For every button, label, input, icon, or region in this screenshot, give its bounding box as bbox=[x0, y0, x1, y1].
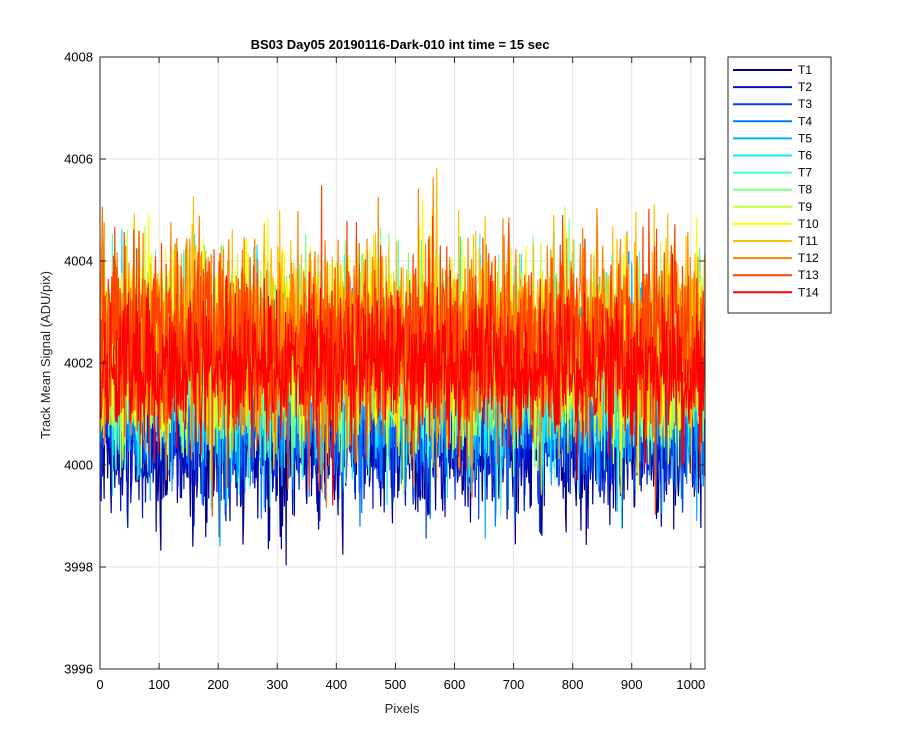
y-tick-label: 3996 bbox=[64, 662, 93, 677]
x-tick-label: 700 bbox=[503, 677, 525, 692]
x-tick-label: 800 bbox=[562, 677, 584, 692]
x-tick-label: 1000 bbox=[676, 677, 705, 692]
legend-label-t14: T14 bbox=[798, 285, 819, 299]
x-tick-label: 900 bbox=[621, 677, 643, 692]
legend-label-t2: T2 bbox=[798, 80, 812, 94]
x-tick-label: 100 bbox=[148, 677, 170, 692]
series-layer bbox=[100, 168, 705, 566]
y-tick-label: 4004 bbox=[64, 254, 93, 269]
legend: T1 T2 T3 T4 T5 T6 T7 T8 T9 T10 T11 T12 T13 T14 bbox=[727, 56, 832, 314]
x-tick-label: 500 bbox=[385, 677, 407, 692]
legend-label-t9: T9 bbox=[798, 200, 812, 214]
x-tick-label: 600 bbox=[444, 677, 466, 692]
axis-ticks: 0 100 200 300 400 500 600 700 800 900 1000 3996 3998… bbox=[64, 50, 705, 693]
y-tick-label: 3998 bbox=[64, 560, 93, 575]
legend-label-t7: T7 bbox=[798, 166, 812, 180]
legend-label-t11: T11 bbox=[798, 234, 818, 248]
x-tick-label: 300 bbox=[266, 677, 288, 692]
legend-label-t6: T6 bbox=[798, 149, 812, 163]
series-line-t14 bbox=[100, 253, 705, 506]
legend-label-t10: T10 bbox=[798, 217, 819, 231]
legend-label-t1: T1 bbox=[798, 63, 812, 77]
y-tick-label: 4000 bbox=[64, 458, 93, 473]
legend-label-t3: T3 bbox=[798, 97, 812, 111]
legend-label-t4: T4 bbox=[798, 114, 812, 128]
legend-box bbox=[727, 56, 832, 314]
y-axis-label: Track Mean Signal (ADU/pix) bbox=[38, 271, 53, 439]
y-tick-label: 4002 bbox=[64, 356, 93, 371]
legend-label-t13: T13 bbox=[798, 268, 819, 282]
legend-label-t5: T5 bbox=[798, 131, 812, 145]
y-tick-label: 4008 bbox=[64, 50, 93, 65]
chart-title: BS03 Day05 20190116-Dark-010 int time = … bbox=[251, 37, 550, 52]
x-tick-label: 400 bbox=[325, 677, 347, 692]
x-axis-label: Pixels bbox=[385, 701, 420, 716]
y-tick-label: 4006 bbox=[64, 152, 93, 167]
x-tick-label: 0 bbox=[96, 677, 103, 692]
legend-label-t8: T8 bbox=[798, 183, 812, 197]
x-tick-label: 200 bbox=[207, 677, 229, 692]
legend-label-t12: T12 bbox=[798, 251, 819, 265]
